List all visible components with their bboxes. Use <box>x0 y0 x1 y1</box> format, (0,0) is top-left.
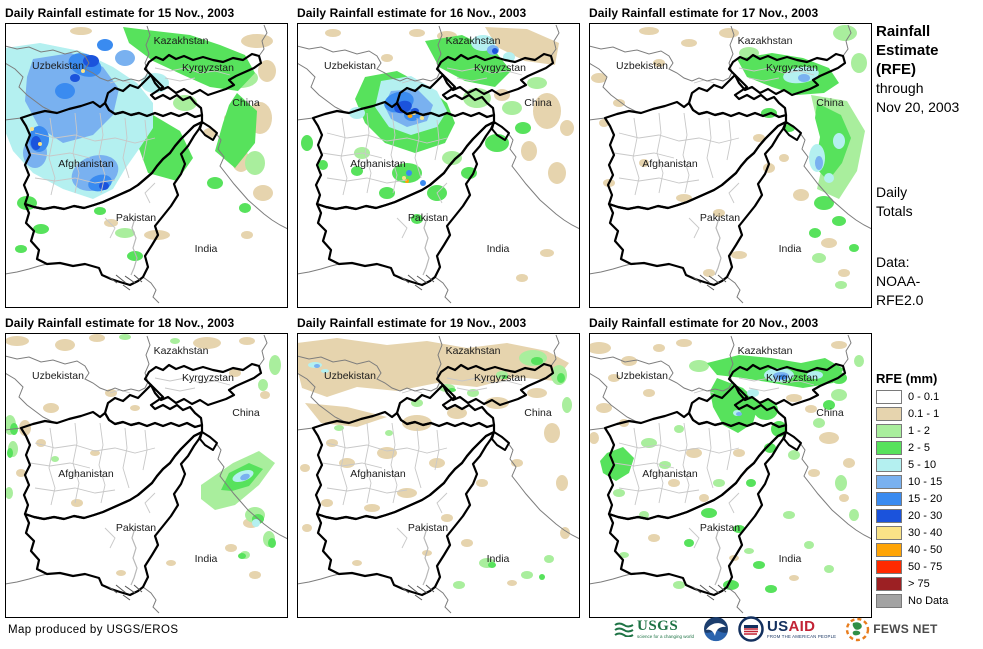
legend-items: 0 - 0.1 0.1 - 1 1 - 2 2 - 5 5 - 10 10 - 15 15 … <box>876 390 948 608</box>
sidebar-source: Data: NOAA- RFE2.0 <box>876 253 923 310</box>
title-line: Rainfall <box>876 23 931 40</box>
legend-title: RFE (mm) <box>876 371 938 386</box>
usaid-tagline: FROM THE AMERICAN PEOPLE <box>767 633 837 639</box>
legend-swatch <box>876 407 902 421</box>
legend-swatch <box>876 594 902 608</box>
legend-label: 5 - 10 <box>908 459 937 471</box>
legend-label: 30 - 40 <box>908 527 943 539</box>
legend-label: 0.1 - 1 <box>908 408 940 420</box>
usgs-tagline: science for a changing world <box>637 633 695 639</box>
usgs-wave-icon <box>614 622 634 637</box>
legend-label: 50 - 75 <box>908 561 943 573</box>
legend-swatch <box>876 475 902 489</box>
legend-swatch <box>876 390 902 404</box>
source-line: NOAA- <box>876 273 921 289</box>
noaa-logo <box>703 616 729 642</box>
panel-title: Daily Rainfall estimate for 18 Nov., 200… <box>5 316 235 330</box>
legend-swatch <box>876 560 902 574</box>
usgs-wordmark: USGS <box>637 617 679 634</box>
sidebar: Rainfall Estimate (RFE) through Nov 20, … <box>874 0 982 649</box>
sidebar-period: Daily Totals <box>876 183 913 221</box>
usaid-us-text: US <box>767 617 789 635</box>
usgs-logo: USGS science for a changing world <box>614 617 695 640</box>
panel-title: Daily Rainfall estimate for 17 Nov., 200… <box>589 6 819 20</box>
rainfall-map-panel-3 <box>5 333 288 618</box>
legend-label: 2 - 5 <box>908 442 931 454</box>
rainfall-map-panel-4 <box>297 333 580 618</box>
legend-swatch <box>876 509 902 523</box>
legend-swatch <box>876 543 902 557</box>
panel-title: Daily Rainfall estimate for 16 Nov., 200… <box>297 6 527 20</box>
noaa-emblem-icon <box>704 617 729 642</box>
rainfall-map-panel-2 <box>589 23 872 308</box>
usaid-seal-icon <box>738 616 764 642</box>
legend-item: 10 - 15 <box>876 475 948 489</box>
rainfall-map-panel-1 <box>297 23 580 308</box>
legend-label: 15 - 20 <box>908 493 943 505</box>
legend-swatch <box>876 577 902 591</box>
legend: RFE (mm) 0 - 0.1 0.1 - 1 1 - 2 2 - 5 5 - 10 1… <box>876 371 948 611</box>
legend-swatch <box>876 526 902 540</box>
panel-title: Daily Rainfall estimate for 15 Nov., 200… <box>5 6 235 20</box>
legend-item: > 75 <box>876 577 948 591</box>
subtitle-line: through <box>876 80 924 96</box>
legend-item: 1 - 2 <box>876 424 948 438</box>
source-line: Data: <box>876 254 910 270</box>
rainfall-map-panel-5 <box>589 333 872 618</box>
title-line: (RFE) <box>876 61 916 78</box>
title-line: Estimate <box>876 42 939 59</box>
subtitle-line: Nov 20, 2003 <box>876 99 960 115</box>
legend-swatch <box>876 441 902 455</box>
usaid-aid-text: AID <box>788 617 816 635</box>
legend-item: 50 - 75 <box>876 560 948 574</box>
legend-item: No Data <box>876 594 948 608</box>
legend-label: 40 - 50 <box>908 544 943 556</box>
fewsnet-wordmark: FEWS NET <box>873 622 938 636</box>
map-credit: Map produced by USGS/EROS <box>8 624 179 636</box>
period-line: Totals <box>876 203 913 219</box>
legend-swatch <box>876 458 902 472</box>
legend-item: 40 - 50 <box>876 543 948 557</box>
legend-item: 0.1 - 1 <box>876 407 948 421</box>
legend-label: No Data <box>908 595 949 607</box>
panel-title: Daily Rainfall estimate for 20 Nov., 200… <box>589 316 819 330</box>
legend-item: 15 - 20 <box>876 492 948 506</box>
panel-title: Daily Rainfall estimate for 19 Nov., 200… <box>297 316 527 330</box>
legend-label: 1 - 2 <box>908 425 931 437</box>
rainfall-map-panel-0 <box>5 23 288 308</box>
legend-item: 0 - 0.1 <box>876 390 948 404</box>
legend-label: 0 - 0.1 <box>908 391 940 403</box>
rainfall-blobs <box>297 338 572 589</box>
legend-swatch <box>876 424 902 438</box>
fewsnet-logo: FEWS NET <box>845 617 937 642</box>
legend-item: 30 - 40 <box>876 526 948 540</box>
legend-item: 20 - 30 <box>876 509 948 523</box>
period-line: Daily <box>876 184 908 200</box>
fewsnet-globe-icon <box>846 617 870 641</box>
legend-label: 20 - 30 <box>908 510 943 522</box>
legend-swatch <box>876 492 902 506</box>
legend-item: 2 - 5 <box>876 441 948 455</box>
legend-label: 10 - 15 <box>908 476 943 488</box>
legend-label: > 75 <box>908 578 930 590</box>
source-line: RFE2.0 <box>876 292 924 308</box>
footer-logos: USGS science for a changing world USAID … <box>614 613 938 645</box>
legend-item: 5 - 10 <box>876 458 948 472</box>
usaid-logo: USAID FROM THE AMERICAN PEOPLE <box>738 616 836 642</box>
sidebar-title: Rainfall Estimate (RFE) through Nov 20, … <box>876 22 959 117</box>
